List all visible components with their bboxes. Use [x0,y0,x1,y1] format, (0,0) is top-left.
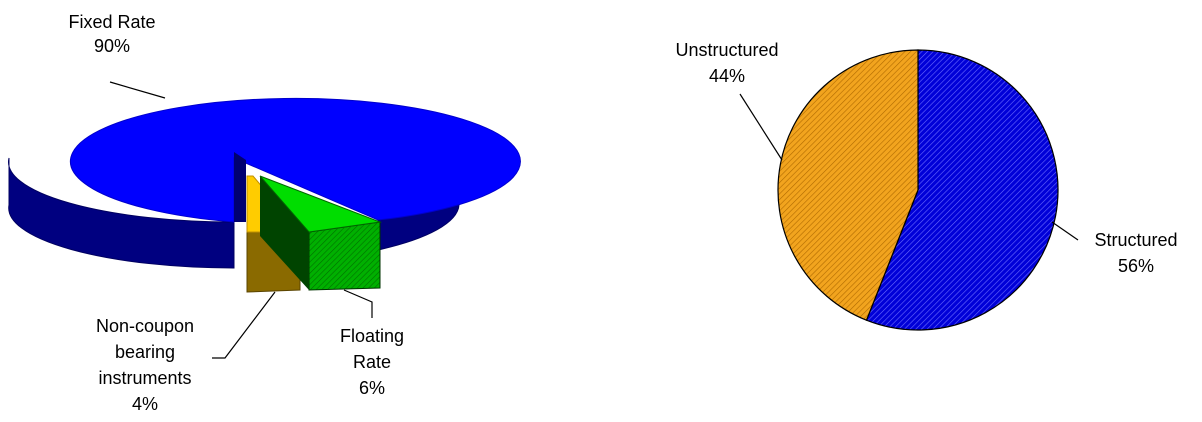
leader-line-unstructured [739,93,783,161]
leader-line-floating [343,289,373,318]
slice-side-fixed-rate [8,157,235,269]
label-floating-line2: Rate [353,352,391,372]
slice-notch-wall [234,152,246,222]
value-floating: 6% [359,378,385,398]
value-noncoupon: 4% [132,394,158,414]
labels: Fixed Rate 90% Floating Rate 6% Non-coup… [68,12,1177,414]
label-noncoupon-line1: Non-coupon [96,316,194,336]
leader-line-fixed-rate [109,81,166,99]
value-fixed-rate: 90% [94,36,130,56]
pie-2d [739,49,1079,331]
value-unstructured: 44% [709,66,745,86]
leader-line-noncoupon [212,291,276,359]
slice-floating-front [308,221,381,291]
label-unstructured: Unstructured [675,40,778,60]
slice-unstructured [777,49,919,321]
slice-floating-inner [260,176,309,290]
label-floating-line1: Floating [340,326,404,346]
slice-floating [259,175,382,233]
label-noncoupon-line3: instruments [98,368,191,388]
slice-fixed-rate [70,97,521,223]
label-structured: Structured [1094,230,1177,250]
leader-line-structured [1051,221,1079,241]
slice-structured [865,49,1059,331]
value-structured: 56% [1118,256,1154,276]
label-fixed-rate: Fixed Rate [68,12,155,32]
pie-3d [8,81,521,359]
label-noncoupon-line2: bearing [115,342,175,362]
